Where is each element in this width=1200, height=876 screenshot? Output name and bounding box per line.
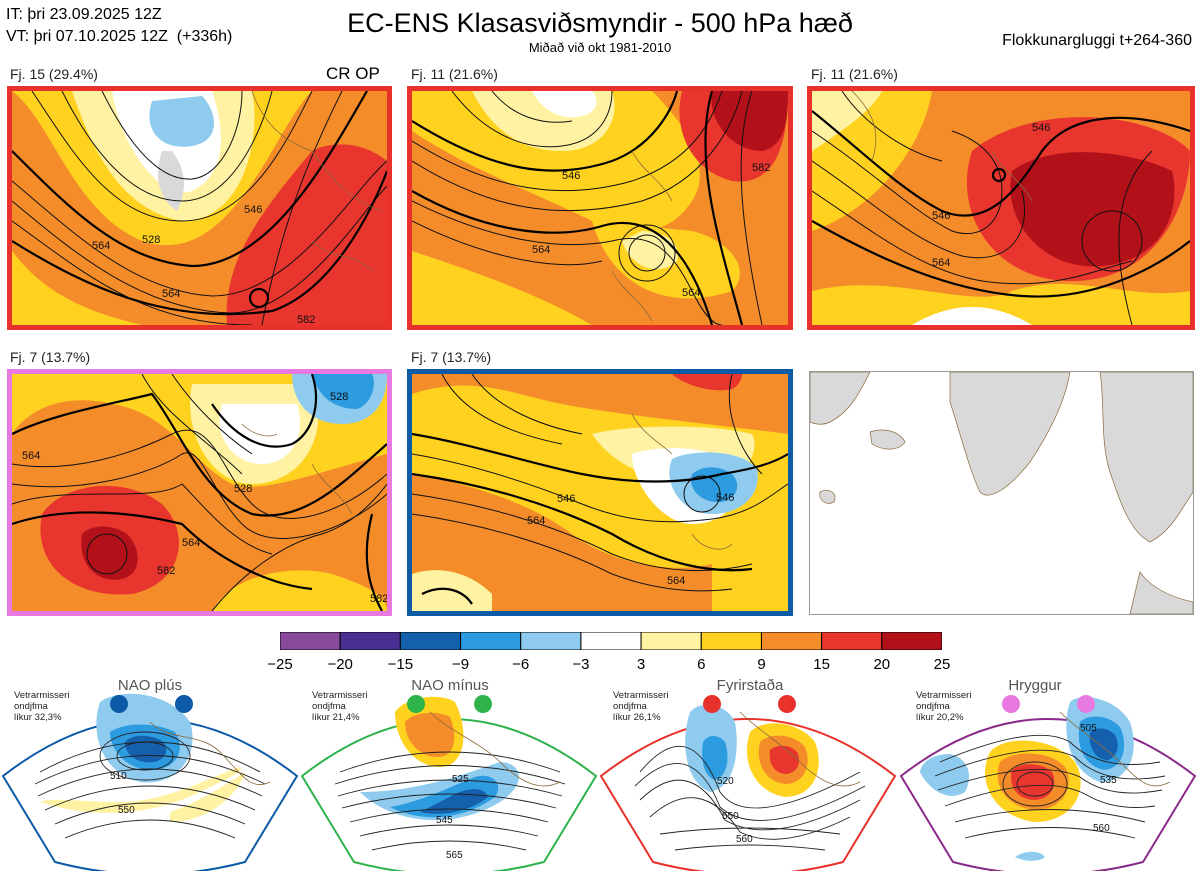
header-times: IT: þri 23.09.2025 12Z VT: þri 07.10.202…	[6, 4, 232, 48]
contour-label: 564	[667, 575, 685, 587]
colorbar-tick-label: 9	[757, 656, 766, 673]
colorbar-tick-label: −25	[267, 656, 293, 673]
contour-label: 546	[932, 210, 950, 222]
cluster-4-map: 528 528 564 564 582 582	[7, 369, 392, 616]
contour-label: 564	[22, 450, 40, 462]
page-subtitle: Miðað við okt 1981-2010	[528, 40, 672, 55]
valid-time: VT: þri 07.10.2025 12Z (+336h)	[6, 28, 233, 45]
contour-label: 546	[244, 204, 262, 216]
contour-label: 564	[182, 537, 200, 549]
cluster-1-label: Fj. 15 (29.4%)	[10, 66, 98, 82]
colorbar-swatch	[881, 631, 943, 651]
regime-4-name: Hryggur	[1008, 677, 1062, 694]
contour-label: 564	[162, 288, 180, 300]
regime-nao-plus-map: 510 550	[1, 693, 299, 876]
regime-nao-minus-map: 525 545 565	[300, 696, 598, 876]
contour-label: 520	[717, 776, 734, 787]
contour-label: 564	[932, 257, 950, 269]
colorbar-swatch	[399, 631, 462, 651]
colorbar-tick-label: −9	[451, 656, 470, 673]
contour-label: 525	[452, 774, 469, 785]
colorbar	[279, 631, 943, 651]
contour-label: 546	[557, 493, 575, 505]
contour-label: 505	[1080, 723, 1097, 734]
contour-label: 550	[722, 811, 739, 822]
regime-1-info: Vetrarmisseri ondjfma líkur 32,3%	[14, 690, 70, 723]
contour-label: 582	[752, 162, 770, 174]
contour-label: 564	[92, 240, 110, 252]
colorbar-tick-label: 6	[697, 656, 706, 673]
contour-label: 550	[118, 805, 135, 816]
regime-3-info: Vetrarmisseri ondjfma líkur 26,1%	[613, 690, 669, 723]
regime-ridge-map: 505 535 560	[899, 697, 1197, 876]
contour-label: 582	[370, 593, 387, 605]
regime-1-name: NAO plús	[117, 677, 183, 694]
contour-label: 565	[446, 850, 463, 861]
regime-dot	[778, 695, 796, 713]
colorbar-swatch	[339, 631, 401, 651]
contour-label: 546	[716, 492, 734, 504]
colorbar-swatch	[460, 631, 522, 651]
colorbar-swatch	[520, 631, 582, 651]
cluster-2-map: 546 564 564 582	[407, 86, 793, 330]
cluster-3-map: 546 546 564	[807, 86, 1195, 330]
cluster-3-label: Fj. 11 (21.6%)	[811, 66, 898, 82]
regimes-row: 510 550 525 545 565	[0, 672, 1200, 876]
contour-label: 564	[682, 287, 700, 299]
basemap-panel	[809, 371, 1194, 615]
regime-2-name: NAO mínus	[411, 677, 489, 694]
colorbar-tick-label: −6	[512, 656, 530, 673]
contour-label: 510	[110, 771, 127, 782]
contour-label: 546	[1032, 122, 1050, 134]
regime-dot	[703, 695, 721, 713]
colorbar-tick-label: 15	[813, 656, 830, 673]
cluster-5-map: 546 546 564 564	[407, 369, 793, 616]
contour-label: 528	[142, 234, 160, 246]
colorbar-swatches	[279, 631, 943, 651]
colorbar-tick-label: −20	[327, 656, 353, 673]
regime-dot	[110, 695, 128, 713]
colorbar-tick-label: −3	[572, 656, 590, 673]
cluster-2-label: Fj. 11 (21.6%)	[411, 66, 498, 82]
contour-label: 582	[297, 314, 315, 325]
classification-window: Flokkunargluggi t+264-360	[1002, 32, 1192, 49]
contour-label: 560	[736, 834, 753, 845]
colorbar-swatch	[700, 631, 762, 651]
colorbar-swatch	[279, 631, 341, 651]
regime-3-name: Fyrirstaða	[716, 677, 784, 694]
colorbar-tick-label: 3	[636, 656, 646, 673]
colorbar-tick-label: −15	[387, 656, 414, 673]
regime-blocking-map: 520 550 560	[599, 704, 897, 876]
colorbar-swatch	[821, 631, 883, 651]
colorbar-swatch	[640, 631, 702, 651]
regime-dot	[407, 695, 425, 713]
colorbar-tick-label: 20	[873, 656, 891, 673]
regime-maps: 510 550 525 545 565	[1, 693, 1197, 876]
colorbar-tick-label: 25	[933, 656, 951, 673]
contour-label: 560	[1093, 823, 1110, 834]
contour-label: 528	[330, 391, 348, 403]
cluster-4-label: Fj. 7 (13.7%)	[10, 349, 91, 365]
cluster-5-label: Fj. 7 (13.7%)	[411, 349, 492, 365]
regime-dot	[1077, 695, 1095, 713]
contour-label: 535	[1100, 775, 1117, 786]
colorbar-swatch	[580, 631, 642, 651]
regime-2-info: Vetrarmisseri ondjfma líkur 21,4%	[312, 690, 368, 723]
regime-dot	[1002, 695, 1020, 713]
contour-label: 582	[157, 565, 175, 577]
init-time: IT: þri 23.09.2025 12Z	[6, 6, 162, 23]
contour-label: 564	[527, 515, 545, 527]
cluster-1-crop-label: CR OP	[326, 64, 380, 83]
regime-dot	[175, 695, 193, 713]
cluster-1-map: 528 546 564 564 582	[7, 86, 392, 330]
contour-label: 564	[532, 244, 550, 256]
contour-label: 546	[562, 170, 580, 182]
regime-dot	[474, 695, 492, 713]
regime-4-info: Vetrarmisseri ondjfma líkur 20,2%	[916, 690, 972, 723]
page-title: EC-ENS Klasasviðsmyndir - 500 hPa hæð	[347, 8, 853, 38]
contour-label: 545	[436, 815, 453, 826]
colorbar-swatch	[760, 631, 823, 651]
contour-label: 528	[234, 483, 252, 495]
